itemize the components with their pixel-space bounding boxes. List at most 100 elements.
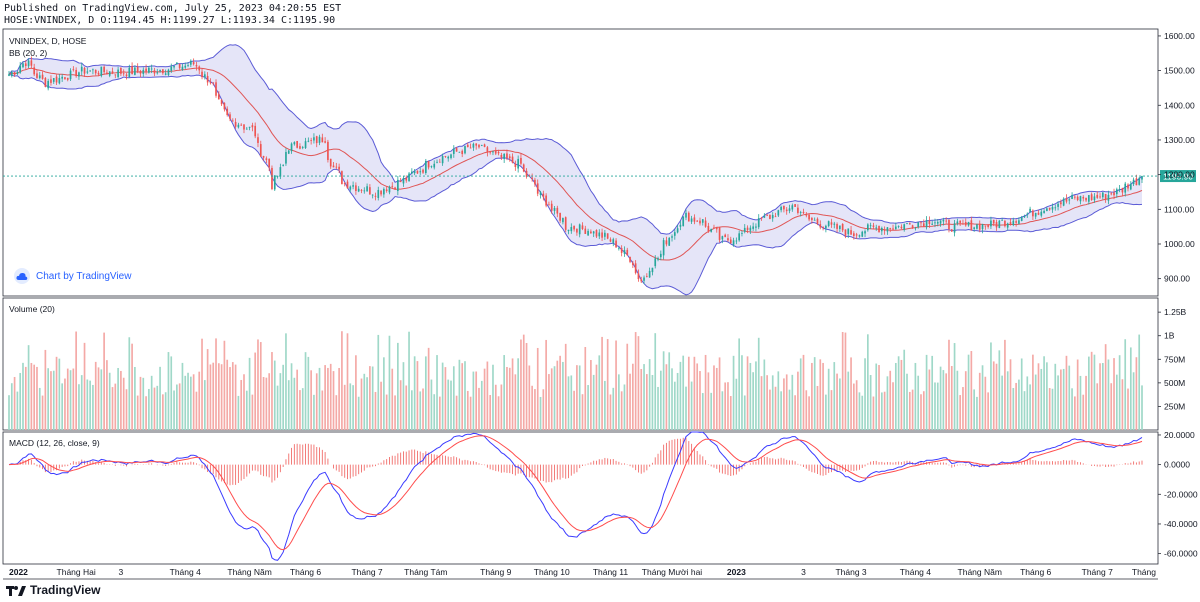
candle — [917, 221, 920, 229]
candle-body — [153, 70, 156, 74]
candle — [248, 126, 251, 131]
candle — [931, 220, 934, 225]
candle — [282, 164, 284, 167]
candle-body — [248, 126, 251, 128]
candle-body — [301, 147, 304, 148]
candle-body — [357, 188, 360, 192]
volume-bar — [399, 380, 402, 430]
candle — [343, 182, 346, 187]
volume-bar — [590, 360, 592, 430]
candle — [671, 234, 673, 242]
volume-bar — [576, 365, 578, 430]
volume-bar — [1074, 396, 1076, 430]
volume-bar — [301, 388, 304, 430]
volume-bar — [525, 342, 528, 430]
brand-name: TradingView — [30, 583, 101, 597]
candle — [704, 217, 707, 228]
candle — [307, 137, 310, 143]
volume-bar — [240, 379, 243, 430]
candle-body — [75, 69, 77, 77]
candle — [38, 72, 41, 80]
candle-body — [545, 195, 547, 206]
candle — [738, 230, 740, 242]
candle — [713, 224, 715, 229]
candle-body — [978, 223, 981, 230]
candle — [774, 212, 777, 218]
volume-bar — [324, 365, 326, 430]
candle — [707, 222, 710, 233]
candle — [867, 223, 869, 232]
candle-body — [1101, 192, 1104, 198]
volume-bar — [489, 395, 492, 430]
volume-bar — [724, 382, 727, 430]
candle-body — [1107, 194, 1110, 201]
candle-body — [791, 205, 794, 210]
candle — [839, 225, 841, 232]
volume-bar — [629, 373, 631, 430]
candle — [1074, 194, 1076, 200]
candle — [682, 216, 685, 227]
candle-body — [673, 232, 676, 236]
volume-bar — [894, 362, 897, 430]
volume-bar — [1001, 375, 1003, 430]
candle-body — [987, 225, 989, 227]
candle-body — [855, 234, 858, 236]
candle-body — [103, 66, 105, 73]
macd-tick-label: -40.0000 — [1164, 519, 1198, 529]
candle — [50, 75, 52, 86]
candle — [424, 158, 427, 175]
volume-bar — [567, 376, 570, 430]
tradingview-brand[interactable]: TradingView — [6, 583, 100, 597]
candle — [763, 213, 766, 219]
candle-body — [343, 183, 346, 184]
candle — [550, 200, 553, 214]
candle — [385, 186, 388, 193]
price-pane — [2, 28, 1159, 297]
candle-body — [724, 234, 727, 238]
candle — [383, 187, 385, 198]
candle-body — [880, 228, 883, 232]
candle — [13, 72, 16, 77]
candle-body — [190, 60, 192, 65]
volume-bar — [106, 360, 108, 430]
volume-bar — [522, 334, 525, 430]
candle-body — [139, 70, 142, 74]
volume-bar — [424, 356, 427, 430]
volume-bar — [867, 334, 869, 430]
candle — [167, 68, 170, 77]
candle — [363, 187, 366, 194]
volume-bar — [497, 396, 500, 430]
candle-body — [321, 137, 324, 143]
candle — [492, 150, 494, 156]
volume-bar — [539, 396, 542, 430]
candle-body — [713, 227, 715, 229]
candle — [643, 275, 645, 285]
volume-bar — [701, 393, 704, 430]
candle — [1090, 192, 1093, 201]
candle-body — [629, 256, 631, 262]
volume-bar — [203, 380, 206, 430]
candle — [548, 201, 550, 206]
volume-bar — [86, 379, 89, 430]
candle — [192, 58, 195, 66]
time-tick-label: 2022 — [9, 567, 28, 577]
volume-bar — [715, 367, 718, 430]
candle — [673, 229, 676, 240]
candle-body — [659, 253, 662, 258]
candle — [855, 232, 858, 239]
candle-body — [181, 66, 184, 70]
candle-body — [867, 224, 869, 231]
volume-bar — [223, 340, 226, 430]
volume-bar — [279, 373, 282, 430]
candle — [836, 222, 838, 233]
candle-body — [587, 230, 589, 236]
candle — [187, 62, 189, 68]
candle — [265, 156, 268, 164]
candle — [520, 153, 522, 166]
volume-bar — [248, 357, 251, 430]
candle-body — [998, 220, 1001, 228]
candle — [752, 222, 754, 231]
volume-legend: Volume (20) — [9, 304, 55, 314]
chart-by-tradingview-badge[interactable]: Chart by TradingView — [14, 268, 131, 284]
